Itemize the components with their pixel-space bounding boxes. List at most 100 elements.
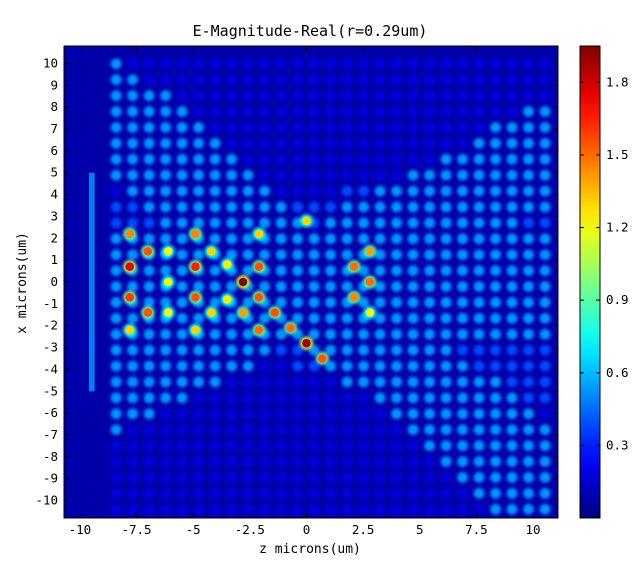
field-maximum <box>358 74 369 86</box>
field-maximum <box>226 344 237 356</box>
field-maximum <box>193 503 204 515</box>
field-maximum <box>110 360 122 372</box>
field-maximum <box>490 424 501 436</box>
field-maximum <box>473 169 485 181</box>
field-maximum <box>127 185 139 197</box>
field-maximum <box>160 201 172 213</box>
field-maximum <box>209 233 221 245</box>
field-maximum <box>506 328 518 340</box>
field-maximum <box>209 360 221 372</box>
field-maximum <box>539 185 551 197</box>
field-maximum <box>176 472 188 483</box>
field-maximum <box>539 153 551 165</box>
field-maximum <box>457 90 468 102</box>
field-maximum <box>457 328 468 340</box>
field-maximum <box>193 440 204 452</box>
field-maximum <box>440 281 452 292</box>
field-maximum <box>407 360 419 372</box>
field-maximum <box>539 201 551 213</box>
field-maximum <box>341 487 353 499</box>
field-maximum <box>143 503 155 515</box>
field-maximum <box>143 90 155 102</box>
field-maximum <box>424 106 435 117</box>
field-maximum <box>490 297 501 308</box>
field-maximum <box>275 74 287 86</box>
field-maximum <box>308 360 320 372</box>
field-maximum <box>523 281 534 292</box>
field-maximum <box>160 503 172 515</box>
field-maximum <box>506 106 518 117</box>
x-tick-label: 2.5 <box>352 522 375 537</box>
field-maximum <box>143 185 155 197</box>
field-peak <box>349 293 359 302</box>
field-maximum <box>209 217 221 229</box>
field-peak <box>191 262 200 271</box>
field-maximum <box>292 90 303 102</box>
field-maximum <box>539 344 551 356</box>
field-maximum <box>391 408 402 420</box>
field-maximum <box>490 408 501 420</box>
field-maximum <box>143 106 155 117</box>
field-maximum <box>374 456 386 467</box>
source-strip <box>88 172 95 392</box>
field-maximum <box>325 408 336 420</box>
colorbar: 0.3 0.6 0.9 1.2 1.5 1.8 <box>579 45 629 519</box>
field-maximum <box>110 487 122 499</box>
field-maximum <box>209 440 221 452</box>
x-tick-label: 10 <box>526 522 541 537</box>
field-maximum <box>457 106 468 117</box>
field-maximum <box>539 360 551 372</box>
field-maximum <box>226 472 237 483</box>
field-maximum <box>424 472 435 483</box>
field-maximum <box>457 249 468 261</box>
field-maximum <box>374 440 386 452</box>
field-maximum <box>539 233 551 245</box>
field-maximum <box>473 122 485 133</box>
field-maximum <box>473 153 485 165</box>
field-maximum <box>110 201 122 213</box>
field-maximum <box>127 217 139 229</box>
field-maximum <box>424 185 435 197</box>
field-maximum <box>358 58 369 70</box>
field-maximum <box>110 106 122 117</box>
field-maximum <box>490 456 501 467</box>
field-maximum <box>424 74 435 86</box>
field-maximum <box>341 137 353 149</box>
field-maximum <box>374 297 386 308</box>
field-maximum <box>440 503 452 515</box>
field-maximum <box>424 297 435 308</box>
field-maximum <box>457 201 468 213</box>
y-tick-label: 6 <box>50 143 58 158</box>
field-maximum <box>440 106 452 117</box>
field-maximum <box>143 440 155 452</box>
field-maximum <box>110 392 122 404</box>
field-maximum <box>292 360 303 372</box>
field-peak <box>365 277 375 287</box>
field-maximum <box>407 249 419 261</box>
field-maximum <box>242 297 254 308</box>
field-maximum <box>539 137 551 149</box>
field-maximum <box>259 344 270 356</box>
chart-title: E-Magnitude-Real(r=0.29um) <box>193 22 428 40</box>
y-tick-label: -9 <box>43 471 58 486</box>
field-maximum <box>209 90 221 102</box>
field-maximum <box>292 297 303 308</box>
field-maximum <box>440 74 452 86</box>
field-maximum <box>506 376 518 388</box>
field-maximum <box>226 217 237 229</box>
field-maximum <box>143 137 155 149</box>
field-maximum <box>143 265 155 277</box>
field-maximum <box>341 503 353 515</box>
colorbar-tick-label: 0.9 <box>606 292 629 307</box>
field-maximum <box>176 233 188 245</box>
field-maximum <box>160 376 172 388</box>
field-maximum <box>143 392 155 404</box>
field-maximum <box>176 169 188 181</box>
field-maximum <box>259 376 270 388</box>
field-maximum <box>308 440 320 452</box>
field-maximum <box>506 90 518 102</box>
field-maximum <box>358 153 369 165</box>
field-maximum <box>143 456 155 467</box>
field-maximum <box>473 360 485 372</box>
field-maximum <box>160 424 172 436</box>
